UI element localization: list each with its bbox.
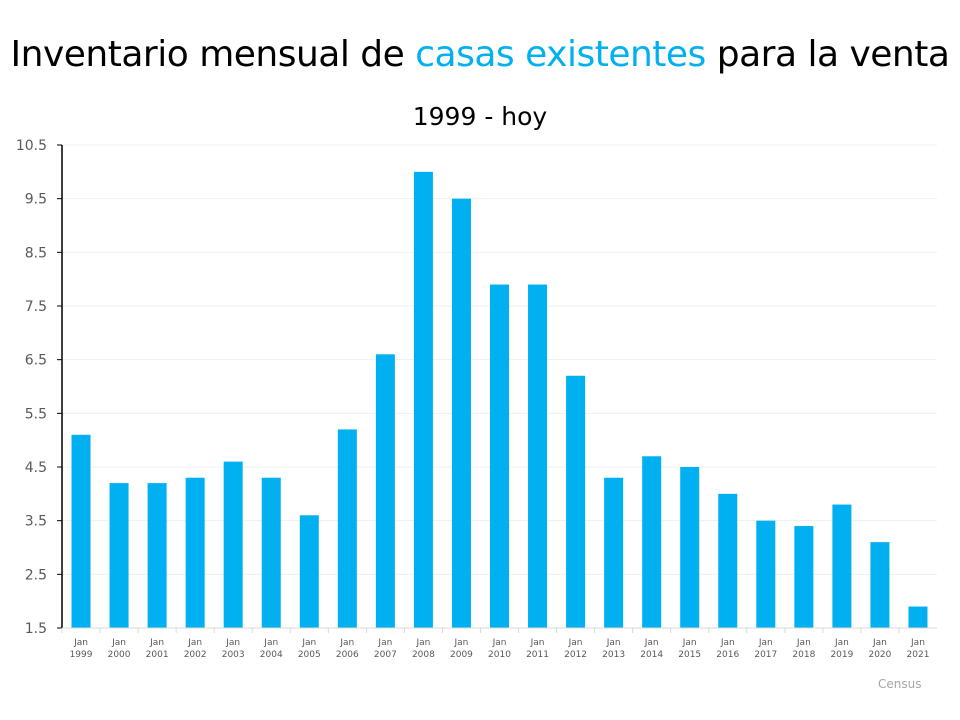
x-tick-label: Jan 2014 <box>640 638 663 660</box>
bar <box>299 515 319 628</box>
bar <box>718 493 738 628</box>
bar <box>832 504 852 628</box>
bar <box>566 375 586 628</box>
y-tick-label: 5.5 <box>25 406 47 422</box>
bar <box>794 526 814 628</box>
y-tick-label: 9.5 <box>25 192 47 208</box>
x-tick-label: Jan 2007 <box>374 638 397 660</box>
y-tick-label: 4.5 <box>25 460 47 476</box>
x-tick-label: Jan 2002 <box>184 638 207 660</box>
bar <box>490 284 509 628</box>
chart-subtitle: 1999 - hoy <box>412 102 548 131</box>
x-tick-label: Jan 2010 <box>488 638 511 660</box>
x-tick-label: Jan 2018 <box>792 638 815 660</box>
source-label: Census <box>878 677 922 691</box>
y-tick-label: 8.5 <box>25 245 47 261</box>
title-highlight: casas existentes <box>415 34 706 75</box>
x-tick-label: Jan 2004 <box>260 638 283 660</box>
x-tick-label: Jan 2021 <box>907 638 930 660</box>
x-tick-label: Jan 2016 <box>716 638 739 660</box>
x-tick-label: Jan 2013 <box>602 638 625 660</box>
bar <box>109 483 129 628</box>
x-tick-label: Jan 2003 <box>222 638 245 660</box>
y-tick-label: 6.5 <box>25 353 47 369</box>
bar <box>756 520 776 628</box>
bar <box>604 477 624 628</box>
bar <box>375 354 395 628</box>
bar <box>223 461 243 628</box>
x-tick-label: Jan 2011 <box>526 638 549 660</box>
x-tick-label: Jan 2015 <box>678 638 701 660</box>
x-tick-label: Jan 2000 <box>108 638 131 660</box>
x-tick-label: Jan 1999 <box>70 638 93 660</box>
bar <box>261 477 281 628</box>
y-tick-label: 3.5 <box>25 514 47 530</box>
bar <box>147 483 167 628</box>
title-part1: Inventario mensual de <box>10 34 416 75</box>
x-tick-label: Jan 2020 <box>868 638 891 660</box>
y-tick-label: 2.5 <box>25 567 47 583</box>
bar <box>908 606 928 628</box>
x-tick-label: Jan 2005 <box>298 638 321 660</box>
bar <box>870 542 890 628</box>
bar <box>413 171 433 629</box>
bar <box>528 284 548 628</box>
x-tick-label: Jan 2017 <box>754 638 777 660</box>
x-tick-label: Jan 2019 <box>830 638 853 660</box>
x-tick-label: Jan 2009 <box>450 638 473 660</box>
x-tick-label: Jan 2008 <box>412 638 435 660</box>
bar <box>642 456 662 628</box>
title-part2: para la venta <box>705 34 950 75</box>
y-tick-label: 10.5 <box>16 138 47 154</box>
bar <box>680 467 700 628</box>
y-tick-label: 1.5 <box>25 621 47 637</box>
x-tick-label: Jan 2012 <box>564 638 587 660</box>
bar <box>71 434 91 628</box>
x-tick-label: Jan 2006 <box>336 638 359 660</box>
y-tick-label: 7.5 <box>25 299 47 315</box>
bar <box>451 198 471 628</box>
x-tick-label: Jan 2001 <box>146 638 169 660</box>
bar <box>337 429 357 628</box>
chart-title: Inventario mensual de casas existentes p… <box>0 34 960 75</box>
bar <box>185 477 205 628</box>
